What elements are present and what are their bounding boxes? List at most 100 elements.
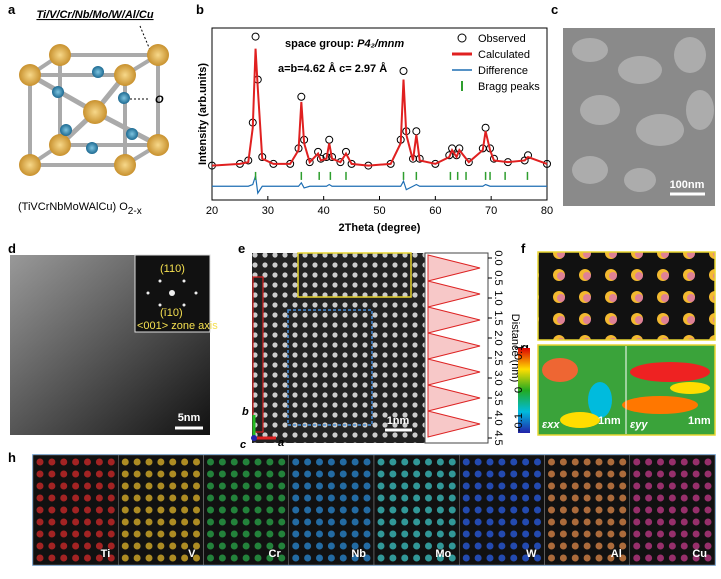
eds-dot <box>121 506 129 514</box>
eds-dot <box>436 530 444 538</box>
eds-dot <box>680 518 688 526</box>
eds-dot <box>133 554 141 562</box>
eds-dot <box>95 494 103 502</box>
eds-dot <box>278 458 286 466</box>
eds-dot <box>363 506 371 514</box>
eds-dot <box>266 458 274 466</box>
eds-dot <box>363 542 371 550</box>
eds-dot <box>157 542 165 550</box>
eds-dot <box>559 506 567 514</box>
eds-dot <box>169 458 177 466</box>
eds-dot <box>548 506 555 514</box>
eds-dot <box>36 470 44 478</box>
eds-dot <box>413 458 421 466</box>
eds-dot <box>436 554 444 562</box>
eds-dot <box>389 530 397 538</box>
eds-dot <box>193 554 200 562</box>
eds-dot <box>668 458 676 466</box>
eds-dot <box>607 482 615 490</box>
x-tick-label: 20 <box>206 205 218 217</box>
eds-dot <box>548 554 555 562</box>
eds-dot <box>401 542 409 550</box>
eds-dot <box>218 518 226 526</box>
eds-dot <box>254 494 262 502</box>
eds-dot <box>36 458 44 466</box>
element-label: Nb <box>351 548 366 560</box>
eds-dot <box>84 482 91 490</box>
eds-dot <box>522 518 530 526</box>
eds-dot <box>633 482 641 490</box>
eds-dot <box>413 542 421 550</box>
eds-dot <box>401 458 409 466</box>
eds-dot <box>121 458 129 466</box>
eds-dot <box>474 494 482 502</box>
eds-dot <box>133 470 141 478</box>
eds-dot <box>498 554 506 562</box>
observed-point <box>489 154 498 163</box>
box <box>287 309 373 426</box>
eds-dot <box>534 542 541 550</box>
eds-dot <box>510 506 518 514</box>
eds-dot <box>413 494 421 502</box>
eds-dot <box>548 542 555 550</box>
pointer <box>139 25 151 51</box>
eds-dot <box>351 518 359 526</box>
eds-dot <box>169 542 177 550</box>
eds-dot <box>534 470 541 478</box>
eds-dot <box>401 530 409 538</box>
eds-dot <box>377 470 385 478</box>
eds-dot <box>95 458 103 466</box>
eds-dot <box>48 542 56 550</box>
x-axis-label: 2Theta (degree) <box>339 222 421 234</box>
eds-dot <box>522 494 530 502</box>
eds-dot <box>207 554 214 562</box>
eds-dot <box>436 506 444 514</box>
eds-dot <box>181 458 189 466</box>
observed-point <box>543 159 551 168</box>
eds-dot <box>218 506 226 514</box>
eds-dot <box>498 494 506 502</box>
eds-dot <box>510 482 518 490</box>
eds-dot <box>583 482 591 490</box>
eds-dot <box>486 518 494 526</box>
eds-dot <box>498 470 506 478</box>
eds-dot <box>339 494 347 502</box>
eds-dot <box>425 458 432 466</box>
eds-dot <box>278 506 286 514</box>
eds-dot <box>534 506 541 514</box>
annotation: space group: P4₂/mnm <box>285 38 404 50</box>
eds-dot <box>436 458 444 466</box>
x-tick-label: 60 <box>429 205 441 217</box>
panel-label: g <box>521 340 529 355</box>
observed-point <box>412 127 421 136</box>
eds-dot <box>48 530 56 538</box>
eds-dot <box>36 518 44 526</box>
axis-name: b <box>242 406 249 418</box>
x-tick-label: 80 <box>541 205 553 217</box>
observed-point <box>464 158 473 167</box>
eds-dot <box>121 554 129 562</box>
axis-name: a <box>278 437 284 449</box>
x-tick-label: 40 <box>318 205 330 217</box>
eds-dot <box>510 494 518 502</box>
eds-dot <box>436 518 444 526</box>
eds-dot <box>619 518 627 526</box>
eds-dot <box>278 470 286 478</box>
eds-dot <box>339 518 347 526</box>
eds-dot <box>363 518 371 526</box>
eds-dot <box>692 470 700 478</box>
eds-dot <box>486 494 494 502</box>
eds-dot <box>680 554 688 562</box>
eds-dot <box>607 530 615 538</box>
eds-dot <box>145 470 153 478</box>
eds-dot <box>704 470 712 478</box>
eds-dot <box>48 458 56 466</box>
eds-dot <box>157 530 165 538</box>
eds-dot <box>645 530 653 538</box>
eds-dot <box>559 542 567 550</box>
eds-dot <box>486 470 494 478</box>
eds-dot <box>60 518 68 526</box>
eds-dot <box>559 494 567 502</box>
eds-dot <box>242 554 250 562</box>
eds-dot <box>121 470 129 478</box>
